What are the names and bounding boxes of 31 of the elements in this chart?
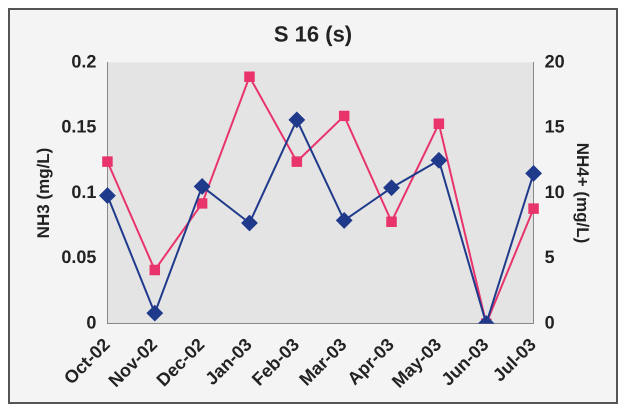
point	[386, 216, 397, 227]
point	[526, 165, 542, 182]
y2-tick-label: 10	[544, 182, 565, 202]
point	[292, 156, 302, 167]
y-tick-label: 0.2	[71, 51, 96, 72]
y2-tick-label: 5	[544, 247, 555, 268]
point	[430, 152, 447, 168]
point	[102, 156, 113, 167]
y2-tick-label: 15	[544, 116, 565, 137]
point	[288, 112, 305, 128]
y2-tick-label: 20	[544, 51, 565, 72]
y2-tick-label: 0	[544, 312, 555, 333]
point	[99, 188, 116, 204]
point	[336, 212, 352, 228]
y-tick-label: 0.15	[61, 116, 96, 137]
point	[244, 72, 255, 82]
y-tick-label: 0	[86, 312, 96, 333]
y-tick-label: 0.1	[71, 182, 96, 202]
chart-title: S 16 (s)	[274, 21, 352, 46]
point	[384, 180, 400, 196]
point	[338, 110, 350, 122]
point	[241, 215, 258, 232]
point	[150, 264, 160, 276]
y2-axis-title: NH4+ (mg/L)	[573, 142, 592, 244]
point	[196, 198, 208, 209]
point	[146, 305, 163, 322]
y-axis-title: NH3 (mg/L)	[34, 148, 53, 238]
point	[434, 118, 444, 130]
y-tick-label: 0.05	[61, 247, 96, 268]
point	[194, 178, 210, 194]
point	[528, 203, 539, 214]
